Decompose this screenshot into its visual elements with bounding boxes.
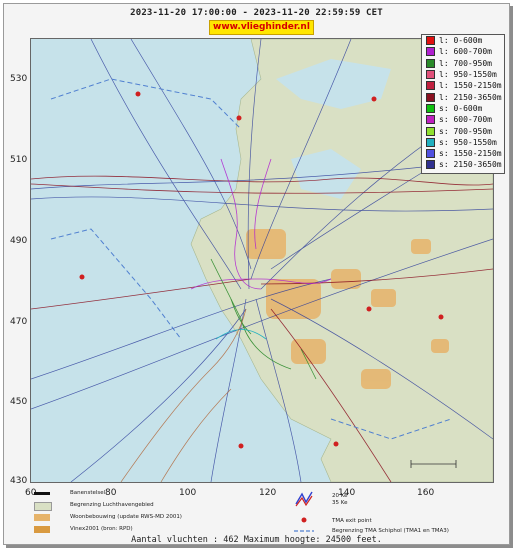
legend-item: l: 700-950m: [422, 58, 504, 69]
legend-item: s: 2150-3650m: [422, 159, 504, 170]
vinex-swatch: [34, 526, 50, 533]
y-tick-label: 450: [10, 397, 28, 407]
legend-item: l: 950-1550m: [422, 69, 504, 80]
tracks-high: [31, 39, 493, 482]
x-tick-label: 100: [179, 488, 197, 498]
tracks-brown: [120, 308, 247, 482]
tracks-purple: [190, 158, 332, 290]
legend-swatch: [426, 149, 435, 159]
legend-swatch: [426, 36, 435, 46]
flight-count-footer: Aantal vluchten : 462 Maximum hoogte: 24…: [131, 535, 382, 545]
report-frame: 2023-11-20 17:00:00 - 2023-11-20 22:59:5…: [3, 3, 510, 545]
legend-item: l: 2150-3650m: [422, 91, 504, 102]
legend-item: s: 950-1550m: [422, 137, 504, 148]
legend-swatch: [426, 103, 435, 113]
y-tick-label: 430: [10, 476, 28, 486]
legend-item: s: 700-950m: [422, 125, 504, 136]
legend-swatch: [426, 126, 435, 136]
altitude-legend: l: 0-600m l: 600-700m l: 700-950m l: 950…: [421, 34, 505, 174]
y-tick-label: 470: [10, 317, 28, 327]
legend-item: s: 0-600m: [422, 103, 504, 114]
runway-swatch: [34, 492, 50, 495]
legend-item: l: 0-600m: [422, 35, 504, 46]
tma-boundary-label: Begrenzing TMA Schiphol (TMA1 en TMA3): [332, 528, 449, 534]
flight-track-map[interactable]: [30, 38, 494, 483]
x-tick-label: 80: [105, 488, 117, 498]
scale-bar: [410, 460, 457, 468]
time-range-title: 2023-11-20 17:00:00 - 2023-11-20 22:59:5…: [130, 8, 383, 18]
contour-icon: [295, 491, 313, 507]
legend-swatch: [426, 115, 435, 125]
x-tick-label: 120: [259, 488, 277, 498]
y-tick-label: 530: [10, 74, 28, 84]
legend-swatch: [426, 137, 435, 147]
kv20-label: 20 Ke: [332, 493, 348, 499]
tma-exit-points: [79, 91, 444, 449]
y-tick-label: 490: [10, 236, 28, 246]
vinex-label: Vinex2001 (bron: RPD): [70, 526, 133, 532]
legend-item: s: 1550-2150m: [422, 148, 504, 159]
legend-swatch: [426, 92, 435, 102]
tma-exit-point-icon: [301, 517, 307, 523]
y-tick-label: 510: [10, 155, 28, 165]
inland-lake: [276, 59, 391, 109]
runway-label: Banenstelsel: [70, 490, 106, 496]
airport-boundary-label: Begrenzing Luchthavengebied: [70, 502, 154, 508]
x-tick-label: 140: [338, 488, 356, 498]
tracks-mid: [31, 175, 493, 482]
legend-item: l: 1550-2150m: [422, 80, 504, 91]
legend-item: s: 600-700m: [422, 114, 504, 125]
urban-areas: [246, 229, 449, 389]
map-legend-bottom: Banenstelsel Begrenzing Luchthavengebied…: [30, 490, 492, 540]
x-tick-label: 160: [417, 488, 435, 498]
tma-boundary: [50, 78, 452, 440]
tma-exit-label: TMA exit point: [332, 518, 372, 524]
legend-swatch: [426, 58, 435, 68]
map-canvas: [31, 39, 493, 482]
inland-lake: [291, 149, 361, 199]
x-tick-label: 60: [25, 488, 37, 498]
site-banner[interactable]: www.vlieghinder.nl: [209, 20, 314, 35]
housing-label: Woonbebouwing (update RWS-MD 2001): [70, 514, 182, 520]
legend-swatch: [426, 160, 435, 170]
housing-swatch: [34, 514, 50, 521]
tma-boundary-icon: [294, 530, 314, 532]
legend-swatch: [426, 70, 435, 80]
legend-item: l: 600-700m: [422, 46, 504, 57]
airport-swatch: [34, 502, 52, 511]
legend-swatch: [426, 47, 435, 57]
legend-swatch: [426, 81, 435, 91]
kv35-label: 35 Ke: [332, 500, 348, 506]
tracks-green: [210, 258, 317, 380]
